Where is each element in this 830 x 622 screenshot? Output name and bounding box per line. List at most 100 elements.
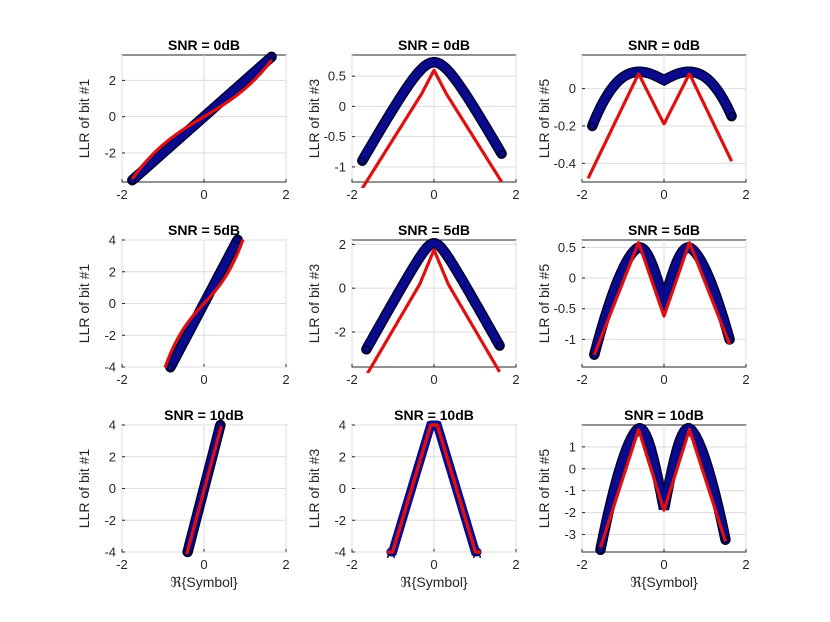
y-tick-label: -2 (104, 328, 116, 343)
x-axis-label: ℜ{Symbol} (400, 574, 468, 590)
y-axis-label: LLR of bit #1 (76, 79, 92, 159)
x-tick-label: 0 (660, 372, 667, 387)
data-layer (182, 419, 226, 558)
y-tick-label: -2 (104, 145, 116, 160)
y-tick-label: -0.4 (554, 156, 576, 171)
y-tick-label: 2 (109, 264, 116, 279)
subplot-title: SNR = 0dB (168, 37, 240, 53)
y-tick-label: 0 (569, 461, 576, 476)
y-tick-label: 4 (109, 233, 116, 248)
y-tick-label: -2 (334, 513, 346, 528)
y-tick-label: 0 (569, 271, 576, 286)
x-axis-label: ℜ{Symbol} (630, 574, 698, 590)
y-tick-label: 0 (339, 481, 346, 496)
x-tick-label: 0 (200, 557, 207, 572)
series-exact-line (362, 239, 504, 354)
y-axis-label: LLR of bit #5 (536, 449, 552, 529)
subplot-title: SNR = 10dB (624, 407, 704, 423)
data-layer (386, 420, 482, 558)
y-tick-label: 4 (339, 418, 346, 433)
series-approx-line (598, 427, 728, 549)
y-axis-label: LLR of bit #1 (76, 449, 92, 529)
subplot-title: SNR = 0dB (398, 37, 470, 53)
exact-end-marker (267, 52, 276, 61)
x-tick-label: 2 (282, 187, 289, 202)
series-approx-line (365, 248, 501, 373)
x-tick-label: 2 (512, 557, 519, 572)
series-exact-line (358, 58, 506, 165)
y-tick-label: 0 (569, 81, 576, 96)
y-tick-label: 0 (109, 481, 116, 496)
exact-end-marker (387, 553, 395, 558)
subplot-5: -2 0 2 -2 0 2 SNR = 5dB LLR of bit #3 (306, 222, 520, 387)
y-tick-label: -2 (104, 513, 116, 528)
subplot-title: SNR = 5dB (398, 222, 470, 238)
y-tick-label: -1 (564, 332, 576, 347)
series-exact-line (590, 243, 734, 359)
x-tick-label: 2 (282, 372, 289, 387)
series-exact-line (588, 68, 736, 130)
subplot-title: SNR = 10dB (164, 407, 244, 423)
x-tick-label: 0 (200, 372, 207, 387)
y-tick-label: -1 (564, 483, 576, 498)
x-tick-label: 0 (660, 187, 667, 202)
x-tick-label: 2 (282, 557, 289, 572)
x-tick-label: -2 (346, 187, 358, 202)
x-tick-label: -2 (576, 557, 588, 572)
x-tick-label: -2 (116, 187, 128, 202)
exact-end-marker (497, 149, 506, 158)
y-tick-label: 4 (109, 418, 116, 433)
subplot-2: -2 0 2 -1 -0.5 0 0.5 SNR = 0dB LLR of bit #3 (306, 37, 520, 202)
x-tick-label: -2 (116, 557, 128, 572)
x-tick-label: 0 (430, 372, 437, 387)
y-tick-label: 0 (109, 109, 116, 124)
x-tick-label: -2 (576, 187, 588, 202)
exact-end-marker (358, 156, 367, 165)
y-tick-label: -2 (334, 324, 346, 339)
series-approx-line (387, 423, 436, 554)
subplot-6: -2 0 2 -1 -0.5 0 0.5 SNR = 5dB LLR of bit #5 (536, 222, 750, 387)
y-tick-label: 2 (339, 237, 346, 252)
series-approx-line (130, 59, 273, 180)
series-approx-line (592, 241, 732, 356)
y-axis-label: LLR of bit #3 (306, 79, 322, 159)
y-axis-label: LLR of bit #1 (76, 264, 92, 344)
exact-end-marker (727, 112, 736, 121)
y-tick-label: -1 (334, 159, 346, 174)
x-tick-label: 2 (742, 557, 749, 572)
data-layer (127, 51, 277, 186)
series-approx-line (185, 425, 223, 556)
subplot-3: -2 0 2 -0.4 -0.2 0 SNR = 0dB LLR of bit #5 (536, 37, 750, 202)
exact-end-marker (473, 553, 481, 558)
y-tick-label: -4 (334, 545, 346, 560)
y-tick-label: 0.5 (558, 240, 576, 255)
exact-end-marker (233, 235, 242, 244)
x-tick-label: 0 (430, 187, 437, 202)
data-layer (586, 66, 737, 180)
subplot-title: SNR = 0dB (628, 37, 700, 53)
y-axis-label: LLR of bit #5 (536, 264, 552, 344)
series-approx-line (432, 423, 481, 554)
y-axis-label: LLR of bit #5 (536, 79, 552, 159)
y-tick-label: 0 (339, 281, 346, 296)
y-tick-label: -2 (564, 505, 576, 520)
y-tick-label: 2 (109, 449, 116, 464)
y-axis-label: LLR of bit #3 (306, 449, 322, 529)
y-tick-label: 0 (109, 296, 116, 311)
subplot-title: SNR = 10dB (394, 407, 474, 423)
y-tick-label: -0.5 (554, 301, 576, 316)
subplot-title: SNR = 5dB (628, 222, 700, 238)
y-tick-label: 0.5 (328, 69, 346, 84)
x-tick-label: 2 (742, 372, 749, 387)
x-tick-label: -2 (346, 372, 358, 387)
exact-end-marker (166, 363, 175, 372)
exact-end-marker (588, 122, 597, 130)
x-tick-label: 0 (660, 557, 667, 572)
x-tick-label: -2 (116, 372, 128, 387)
y-tick-label: 2 (109, 73, 116, 88)
x-tick-label: 2 (512, 187, 519, 202)
x-tick-label: 0 (200, 187, 207, 202)
